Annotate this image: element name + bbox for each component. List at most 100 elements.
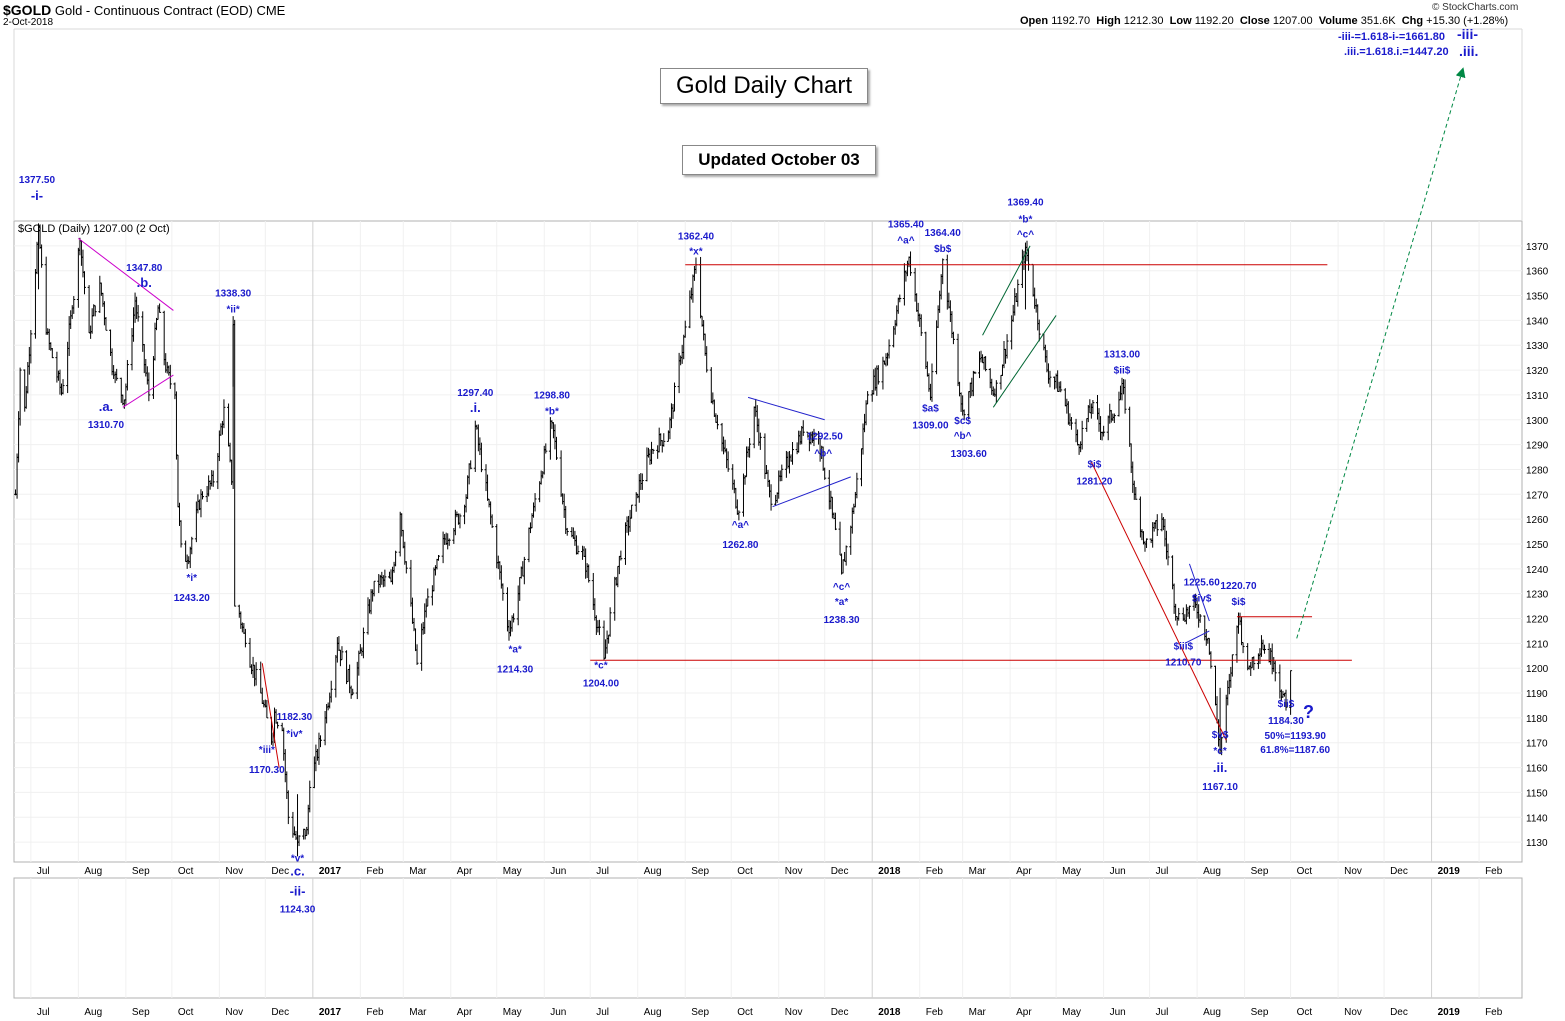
- x-tick-label-bottom: Dec: [1390, 1007, 1408, 1018]
- updated-date-box: Updated October 03: [682, 145, 876, 175]
- x-tick-label-bottom: Nov: [785, 1007, 803, 1018]
- ohlc-bar: [383, 569, 387, 587]
- wave-annotation: 1365.40: [888, 219, 925, 230]
- ohlc-bar: [404, 561, 408, 574]
- wave-annotation: 1281.20: [1076, 476, 1113, 487]
- trendline: [1184, 630, 1210, 644]
- ohlc-bar: [823, 467, 827, 480]
- wave-annotation: *a*: [508, 645, 521, 656]
- chart-title-box: Gold Daily Chart: [660, 68, 868, 104]
- ohlc-bar: [361, 627, 365, 659]
- ohlc-bar: [898, 294, 902, 303]
- ohlc-bar: [147, 372, 151, 402]
- high-label: High: [1096, 15, 1121, 27]
- wave-annotation: *ii*: [226, 305, 239, 316]
- wave-annotation: .ii.: [1213, 760, 1227, 775]
- question-mark: ?: [1303, 702, 1314, 722]
- wave-annotation: $iii$: [1174, 642, 1194, 653]
- projection-line-2: .iii.=1.618.i.=1447.20: [1344, 46, 1449, 58]
- ohlc-bar: [941, 258, 945, 285]
- wave-annotation: *iii*: [259, 745, 275, 756]
- ohlc-bar: [1037, 319, 1041, 342]
- ohlc-bar: [104, 317, 108, 331]
- x-tick-label-bottom: Apr: [1016, 1007, 1032, 1018]
- wave-annotation: 1362.40: [678, 232, 715, 243]
- open-label: Open: [1020, 15, 1049, 27]
- x-tick-label-bottom: Oct: [1297, 1007, 1313, 1018]
- projection-line-1: -iii-=1.618-i-=1661.80: [1338, 31, 1446, 43]
- x-tick-label: Feb: [926, 866, 944, 877]
- x-tick-label-bottom: Sep: [132, 1007, 150, 1018]
- x-tick-label: Jul: [37, 866, 50, 877]
- wave-annotation: 1310.70: [88, 420, 125, 431]
- ohlc-bar: [935, 320, 939, 375]
- symbol-header: $GOLD Gold - Continuous Contract (EOD) C…: [3, 2, 285, 18]
- ohlc-bar: [984, 356, 988, 372]
- wave-annotation: 1210.70: [1165, 658, 1202, 669]
- ohlc-bar: [50, 347, 54, 359]
- close-value: 1207.00: [1272, 15, 1313, 27]
- ohlc-bar: [1187, 605, 1191, 619]
- ohlc-bar: [1252, 656, 1256, 671]
- x-tick-label: Jul: [1156, 866, 1169, 877]
- ohlc-bar: [630, 504, 634, 519]
- x-tick-label: Nov: [1344, 866, 1362, 877]
- trendline: [261, 663, 280, 768]
- wave-annotation: 61.8%=1187.60: [1260, 745, 1330, 756]
- ohlc-bar: [902, 263, 906, 306]
- ohlc-bar: [72, 296, 76, 314]
- wave-annotation: 1225.60: [1184, 578, 1221, 589]
- x-tick-label: Sep: [691, 866, 709, 877]
- x-tick-label: Dec: [271, 866, 289, 877]
- y-tick-label: 1240: [1526, 565, 1549, 576]
- x-tick-label-bottom: Apr: [457, 1007, 473, 1018]
- trendline: [78, 237, 174, 311]
- wave-annotation: *a*: [835, 597, 848, 608]
- wave-annotation: 1167.10: [1202, 782, 1238, 793]
- wave-annotation: .c.: [290, 863, 304, 878]
- ohlc-bar: [93, 305, 97, 317]
- ohlc-bar: [1134, 487, 1138, 500]
- wave-annotation: 1369.40: [1007, 197, 1044, 208]
- ohlc-bar: [61, 379, 65, 395]
- x-tick-label: Aug: [644, 866, 662, 877]
- ohlc-bar: [791, 442, 795, 465]
- x-tick-label-bottom: Mar: [409, 1007, 427, 1018]
- ohlc-bar: [758, 432, 762, 450]
- wave-annotation: $v$: [1212, 730, 1229, 741]
- x-tick-label: Jun: [550, 866, 566, 877]
- wave-annotation: $iv$: [1192, 594, 1212, 605]
- wave-annotation: 1309.00: [912, 420, 949, 431]
- wave-annotation: *v*: [291, 853, 304, 864]
- chart-date: 2-Oct-2018: [3, 17, 54, 28]
- ohlc-bar: [228, 442, 232, 463]
- y-tick-label: 1180: [1526, 714, 1548, 725]
- trendline: [992, 315, 1057, 408]
- ohlc-bar: [801, 420, 805, 436]
- ohlc-bar: [1166, 543, 1170, 566]
- wave-annotation: ^a^: [897, 235, 914, 246]
- ohlc-bar: [265, 700, 269, 719]
- x-tick-label: 2017: [319, 866, 342, 877]
- ohlc-bar: [855, 472, 859, 499]
- y-tick-label: 1200: [1526, 664, 1549, 675]
- trendline: [982, 245, 1031, 336]
- wave-annotation: 1377.50: [19, 175, 56, 186]
- x-tick-label-bottom: Oct: [178, 1007, 194, 1018]
- ohlc-bar: [597, 619, 601, 636]
- ohlc-bar: [1241, 642, 1245, 654]
- ohlc-bar: [33, 268, 37, 339]
- y-tick-label: 1190: [1526, 689, 1548, 700]
- ohlc-bar: [1123, 379, 1127, 414]
- wave-annotation: 1303.60: [951, 449, 988, 460]
- stockcharts-credit: © StockCharts.com: [1432, 2, 1519, 13]
- lower-panel-frame: [13, 877, 1523, 999]
- wave-annotation: *c*: [594, 660, 607, 671]
- ohlc-bar: [1230, 654, 1234, 677]
- trendline: [747, 396, 825, 421]
- ohlc-bar: [587, 564, 591, 583]
- ohlc-bar: [1091, 400, 1095, 415]
- x-tick-label-bottom: 2017: [319, 1007, 342, 1018]
- ohlc-bar: [1198, 614, 1202, 623]
